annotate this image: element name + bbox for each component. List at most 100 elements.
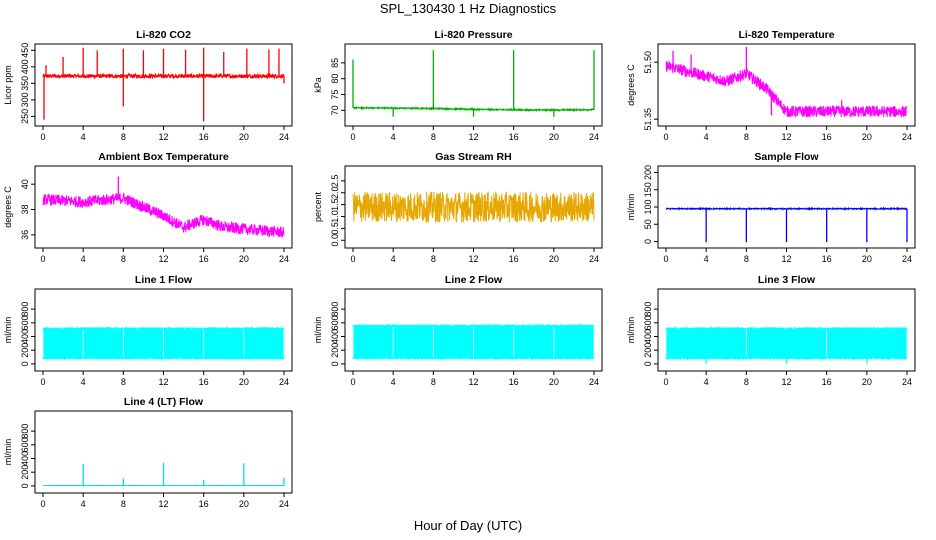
x-tick-label: 4 [81,499,86,509]
y-tick-label: 200 [20,343,30,358]
x-tick-label: 24 [279,132,289,142]
plot-frame [34,165,293,249]
x-tick-label: 16 [509,254,519,264]
x-tick-label: 20 [862,254,872,264]
chart-title: Line 3 Flow [758,274,816,286]
y-axis-label: percent [313,191,323,222]
x-tick-label: 24 [279,254,289,264]
x-tick-label: 20 [549,132,559,142]
x-tick-label: 12 [158,499,168,509]
x-tick-label: 0 [663,377,668,387]
y-tick-label: 600 [20,315,30,330]
x-tick-label: 12 [158,377,168,387]
x-tick-label: 16 [509,132,519,142]
x-tick-label: 24 [589,377,599,387]
x-tick-label: 16 [199,132,209,142]
chart-panel-2: Li-820 Pressure 0 4 8 12 16 20 24 70 75 80 85 kPa [313,29,603,142]
chart-title: Gas Stream RH [435,151,511,163]
y-tick-label: 800 [20,424,30,439]
y-tick-label: 0 [20,361,30,366]
x-tick-label: 20 [549,377,559,387]
x-tick-label: 4 [81,254,86,264]
x-tick-label: 20 [862,377,872,387]
y-tick-label: 350 [20,76,30,91]
chart-title: Line 4 (LT) Flow [124,396,204,408]
x-tick-label: 12 [781,254,791,264]
y-tick-label: 0 [643,361,653,366]
x-tick-label: 24 [902,132,912,142]
y-tick-label: 150 [643,182,653,197]
chart-panel-6: Sample Flow 0 4 8 12 16 20 24 0 50 100 150 200 ml/min [626,151,916,264]
x-tick-label: 8 [744,132,749,142]
x-tick-label: 4 [704,377,709,387]
x-tick-label: 0 [40,499,45,509]
x-tick-label: 4 [391,377,396,387]
y-tick-label: 0 [20,483,30,488]
y-axis-label: kPa [313,77,323,93]
data-series [42,47,285,122]
y-tick-label: 800 [330,302,340,317]
x-tick-label: 12 [468,254,478,264]
x-tick-label: 16 [822,254,832,264]
x-tick-label: 4 [391,132,396,142]
y-tick-label: 0 [643,239,653,244]
chart-title: Line 2 Flow [445,274,503,286]
page-title: SPL_130430 1 Hz Diagnostics [379,1,557,16]
x-tick-label: 16 [199,499,209,509]
x-tick-label: 4 [391,254,396,264]
data-series [352,50,595,117]
y-tick-label: 80 [330,74,340,84]
y-tick-label: 2.5 [330,175,340,188]
chart-title: Ambient Box Temperature [98,151,229,163]
y-tick-label: 51.50 [643,51,653,74]
y-tick-label: 200 [330,343,340,358]
x-tick-label: 8 [744,377,749,387]
y-tick-label: 200 [20,465,30,480]
y-axis-label: ml/min [626,194,636,221]
y-tick-label: 400 [20,59,30,74]
y-tick-label: 450 [20,43,30,58]
series-line [352,191,595,224]
y-axis-label: Licor ppm [3,65,13,105]
x-tick-label: 16 [199,377,209,387]
x-tick-label: 8 [121,377,126,387]
x-tick-label: 16 [199,254,209,264]
x-tick-label: 8 [121,254,126,264]
y-tick-label: 300 [20,92,30,107]
x-tick-label: 0 [40,377,45,387]
x-tick-label: 8 [431,254,436,264]
x-tick-label: 12 [468,132,478,142]
x-tick-label: 12 [158,254,168,264]
x-tick-label: 8 [431,132,436,142]
chart-panel-3: Li-820 Temperature 0 4 8 12 16 20 24 51.35 51.50 d… [626,29,916,142]
y-tick-label: 51.35 [643,108,653,131]
series-line [42,192,285,238]
data-series [42,462,285,487]
chart-panel-10: Line 4 (LT) Flow 0 4 8 12 16 20 24 0 200400600800… [3,396,293,509]
x-tick-label: 16 [822,377,832,387]
x-tick-label: 4 [704,132,709,142]
y-tick-label: 800 [20,302,30,317]
x-tick-label: 0 [40,132,45,142]
y-tick-label: 250 [20,109,30,124]
x-tick-label: 4 [81,132,86,142]
y-axis-label: ml/min [3,439,13,466]
y-axis-label: degrees C [626,64,636,106]
x-tick-label: 20 [549,254,559,264]
chart-title: Li-820 Pressure [434,29,512,41]
y-tick-label: 800 [643,302,653,317]
data-series [665,47,908,119]
series-line [352,105,595,113]
y-tick-label: 70 [330,105,340,115]
data-series [42,176,285,238]
x-tick-label: 24 [279,499,289,509]
y-tick-label: 50 [643,219,653,229]
x-tick-label: 0 [350,377,355,387]
x-tick-label: 12 [781,377,791,387]
x-tick-label: 20 [239,499,249,509]
x-tick-label: 12 [468,377,478,387]
y-tick-label: 75 [330,89,340,99]
y-tick-label: 40 [20,179,30,189]
